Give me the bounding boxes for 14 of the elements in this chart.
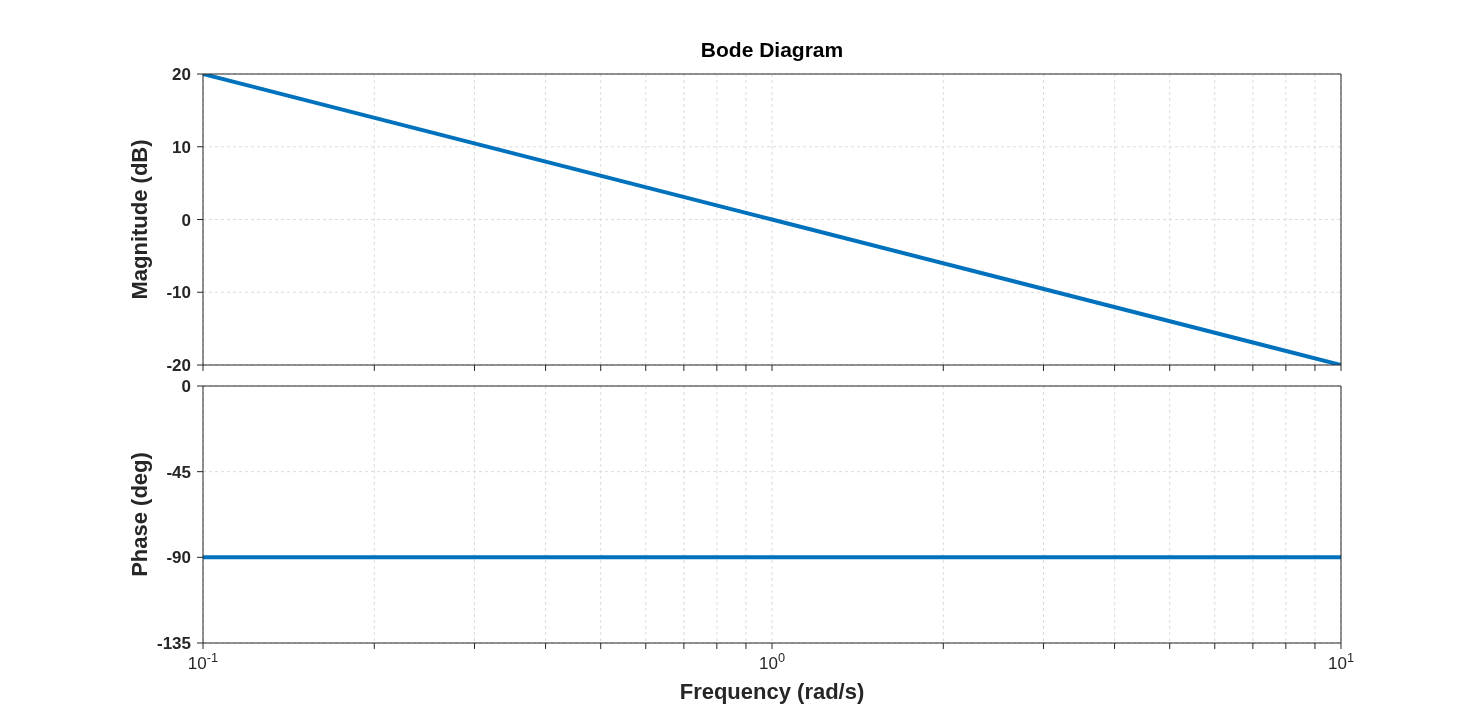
chart-title: Bode Diagram bbox=[699, 38, 845, 62]
y-axis-title: Magnitude (dB) bbox=[126, 139, 152, 300]
x-tick-label: 10$^{1}$ bbox=[1327, 649, 1355, 673]
y-tick-label: -10 bbox=[166, 283, 191, 303]
y-tick-label: -90 bbox=[166, 548, 191, 568]
y-tick-label: -45 bbox=[166, 462, 191, 482]
y-tick-label: 0 bbox=[181, 377, 191, 396]
x-axis-title: Frequency (rad/s) bbox=[679, 678, 865, 704]
y-tick-label: -20 bbox=[166, 356, 191, 375]
x-tick-label: 10$^{0}$ bbox=[758, 649, 786, 673]
y-axis-title: Phase (deg) bbox=[126, 452, 152, 577]
y-tick-label: 10 bbox=[172, 137, 191, 157]
y-tick-label: 0 bbox=[181, 210, 191, 230]
y-tick-label: 20 bbox=[172, 65, 191, 84]
